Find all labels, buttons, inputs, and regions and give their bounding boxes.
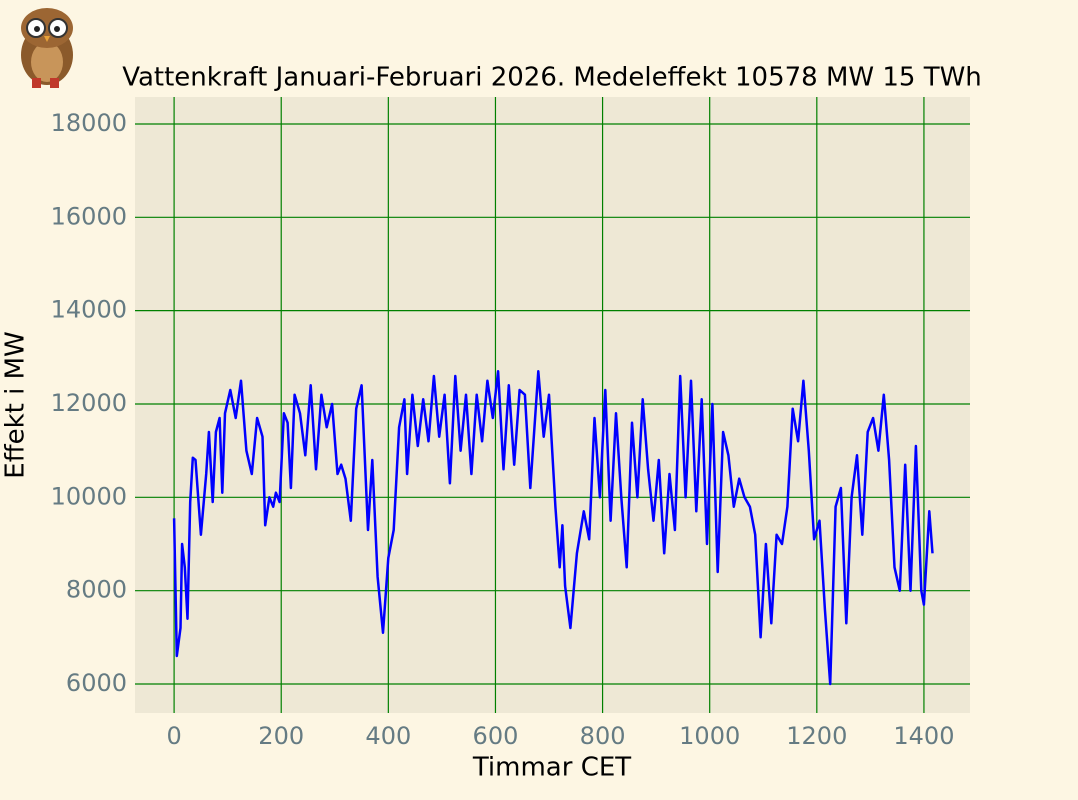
x-tick-label: 200 bbox=[258, 722, 304, 750]
owl-logo bbox=[21, 8, 73, 88]
y-tick-label: 6000 bbox=[66, 669, 127, 697]
y-tick-label: 8000 bbox=[66, 576, 127, 604]
x-tick-label: 1000 bbox=[679, 722, 740, 750]
y-tick-label: 10000 bbox=[51, 482, 127, 510]
chart-title: Vattenkraft Januari-Februari 2026. Medel… bbox=[122, 63, 982, 93]
y-tick-label: 12000 bbox=[51, 389, 127, 417]
x-tick-label: 1400 bbox=[893, 722, 954, 750]
x-axis-label: Timmar CET bbox=[472, 753, 631, 783]
x-tick-label: 800 bbox=[580, 722, 626, 750]
y-tick-label: 14000 bbox=[51, 296, 127, 324]
x-tick-label: 600 bbox=[473, 722, 519, 750]
plot-area bbox=[135, 97, 970, 713]
x-tick-label: 400 bbox=[365, 722, 411, 750]
x-tick-label: 1200 bbox=[786, 722, 847, 750]
y-tick-label: 18000 bbox=[51, 109, 127, 137]
y-axis-label: Effekt i MW bbox=[1, 331, 31, 478]
x-tick-label: 0 bbox=[166, 722, 181, 750]
y-tick-label: 16000 bbox=[51, 202, 127, 230]
line-series bbox=[172, 370, 934, 686]
